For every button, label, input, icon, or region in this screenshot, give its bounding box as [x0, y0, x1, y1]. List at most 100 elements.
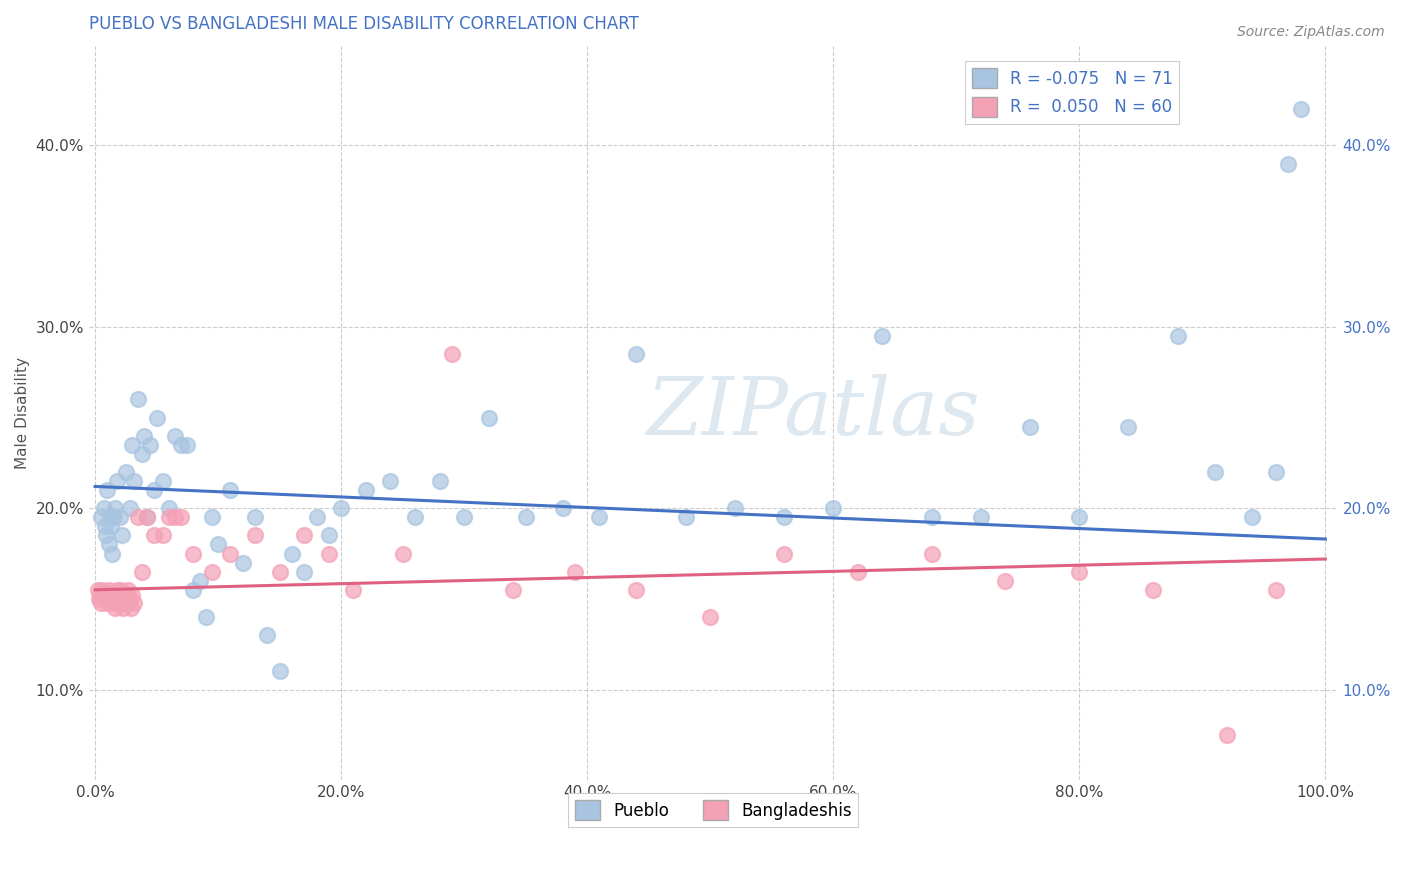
- Point: [124, 474, 146, 488]
- Point: [170, 510, 193, 524]
- Point: [139, 438, 162, 452]
- Point: [176, 438, 198, 452]
- Point: [318, 547, 340, 561]
- Point: [112, 601, 135, 615]
- Point: [1240, 510, 1263, 524]
- Point: [94, 591, 117, 606]
- Point: [626, 582, 648, 597]
- Point: [626, 347, 648, 361]
- Point: [100, 519, 122, 533]
- Point: [232, 556, 254, 570]
- Point: [281, 547, 304, 561]
- Point: [103, 595, 125, 609]
- Point: [453, 510, 475, 524]
- Point: [104, 588, 127, 602]
- Point: [104, 501, 127, 516]
- Point: [101, 547, 124, 561]
- Point: [201, 565, 224, 579]
- Point: [1019, 419, 1042, 434]
- Point: [135, 510, 157, 524]
- Point: [143, 483, 166, 497]
- Point: [118, 591, 141, 606]
- Point: [90, 510, 112, 524]
- Point: [243, 510, 266, 524]
- Point: [115, 595, 138, 609]
- Point: [94, 528, 117, 542]
- Point: [105, 582, 128, 597]
- Point: [127, 510, 149, 524]
- Point: [404, 510, 426, 524]
- Point: [773, 547, 796, 561]
- Point: [1142, 582, 1164, 597]
- Point: [131, 565, 153, 579]
- Point: [121, 588, 143, 602]
- Point: [108, 591, 131, 606]
- Point: [921, 547, 943, 561]
- Point: [724, 501, 747, 516]
- Point: [152, 528, 174, 542]
- Point: [100, 591, 122, 606]
- Y-axis label: Male Disability: Male Disability: [15, 357, 30, 469]
- Point: [921, 510, 943, 524]
- Point: [380, 474, 402, 488]
- Point: [89, 588, 111, 602]
- Point: [91, 582, 114, 597]
- Point: [117, 582, 139, 597]
- Point: [675, 510, 697, 524]
- Text: PUEBLO VS BANGLADESHI MALE DISABILITY CORRELATION CHART: PUEBLO VS BANGLADESHI MALE DISABILITY CO…: [89, 15, 638, 33]
- Point: [342, 582, 364, 597]
- Point: [134, 428, 156, 442]
- Point: [269, 565, 291, 579]
- Point: [111, 595, 134, 609]
- Point: [170, 438, 193, 452]
- Point: [440, 347, 463, 361]
- Point: [157, 501, 180, 516]
- Point: [143, 528, 166, 542]
- Point: [391, 547, 413, 561]
- Point: [1069, 565, 1091, 579]
- Point: [114, 465, 136, 479]
- Point: [872, 329, 894, 343]
- Point: [145, 410, 167, 425]
- Point: [846, 565, 869, 579]
- Point: [163, 428, 186, 442]
- Point: [93, 501, 115, 516]
- Point: [1265, 465, 1288, 479]
- Point: [773, 510, 796, 524]
- Point: [551, 501, 574, 516]
- Point: [970, 510, 993, 524]
- Point: [515, 510, 537, 524]
- Point: [502, 582, 524, 597]
- Point: [292, 565, 315, 579]
- Point: [1118, 419, 1140, 434]
- Point: [87, 591, 110, 606]
- Point: [429, 474, 451, 488]
- Point: [564, 565, 586, 579]
- Point: [1069, 510, 1091, 524]
- Point: [318, 528, 340, 542]
- Point: [101, 586, 124, 600]
- Point: [256, 628, 278, 642]
- Point: [135, 510, 157, 524]
- Point: [188, 574, 211, 588]
- Point: [121, 438, 143, 452]
- Point: [201, 510, 224, 524]
- Point: [699, 610, 721, 624]
- Point: [194, 610, 217, 624]
- Legend: Pueblo, Bangladeshis: Pueblo, Bangladeshis: [568, 793, 858, 827]
- Point: [105, 474, 128, 488]
- Point: [108, 510, 131, 524]
- Point: [124, 595, 146, 609]
- Point: [219, 483, 242, 497]
- Point: [157, 510, 180, 524]
- Point: [97, 582, 120, 597]
- Text: Source: ZipAtlas.com: Source: ZipAtlas.com: [1237, 25, 1385, 39]
- Point: [93, 586, 115, 600]
- Point: [152, 474, 174, 488]
- Point: [243, 528, 266, 542]
- Point: [1289, 102, 1312, 116]
- Point: [1265, 582, 1288, 597]
- Point: [118, 501, 141, 516]
- Point: [330, 501, 353, 516]
- Point: [97, 537, 120, 551]
